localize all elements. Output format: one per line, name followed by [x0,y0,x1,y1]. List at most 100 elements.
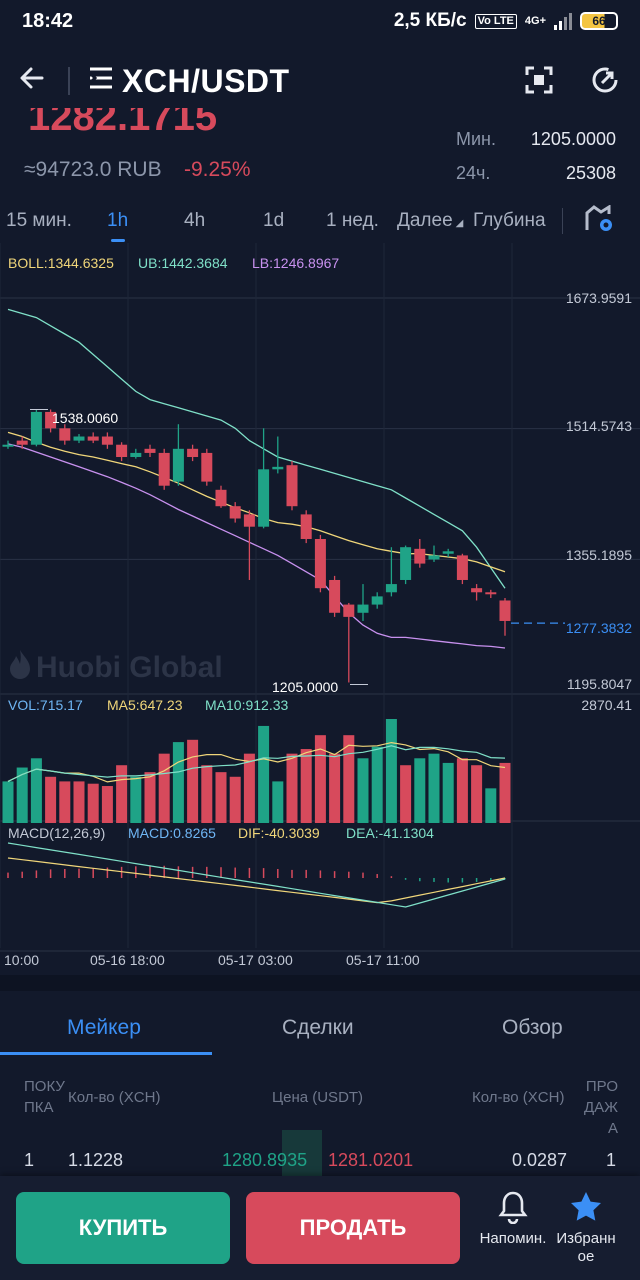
col-sell-header: ПРО ДАЖ А [583,1078,618,1137]
kline-chart[interactable] [0,243,640,975]
row-ask-price[interactable]: 1281.0201 [328,1150,414,1170]
volume-bar [258,725,270,823]
candle-body [30,411,42,445]
candle-body [158,452,170,486]
candle-body [400,547,412,580]
volume-bar [414,758,426,823]
tab-1h[interactable]: 1h [107,210,129,242]
volume-bar [30,758,42,823]
volume-bar [172,742,184,823]
volume-ma10-line [7,745,506,782]
price-axis-5: 1195.8047 [566,676,632,692]
stat-24h-value: 25308 [565,162,616,183]
price-change: -9.25% [184,158,251,181]
row-bid-price[interactable]: 1280.8935 [222,1150,308,1170]
volume-bar [73,781,85,823]
fullscreen-icon[interactable] [524,65,556,97]
candle-body [130,452,142,458]
high-marker: 1538.0060 [52,410,119,426]
volume-bar [187,739,199,823]
favorites-button[interactable]: Избранн ое [548,1190,624,1266]
candle-body [456,555,468,580]
candle-body [428,555,440,560]
row-qty-right: 0.0287 [512,1150,568,1170]
buy-button[interactable]: КУПИТЬ [16,1192,230,1264]
status-bar: 18:42 2,5 КБ/с Vo LTE 4G+ 66 [0,0,640,42]
volume-bar [314,735,326,823]
tab-overview[interactable]: Обзор [502,1016,563,1039]
bottom-tabs: Мейкер Сделки Обзор [0,992,640,1064]
volte-icon: Vo LTE [474,13,517,29]
section-divider [0,975,640,991]
volume-bar [499,762,511,823]
candle-body [45,411,57,429]
lb-label: LB:1246.8967 [252,255,340,271]
watermark: Huobi Global [8,648,223,688]
pair-title[interactable]: XCH/USDT [122,62,290,99]
volume-bar [243,753,255,823]
timeframe-divider [562,208,563,234]
candle-body [73,436,85,441]
row-index-left: 1 [24,1150,35,1170]
candle-body [300,514,312,539]
price-axis-1: 1673.9591 [565,290,632,306]
sell-button[interactable]: ПРОДАТЬ [246,1192,460,1264]
volume-bar [144,772,156,823]
huobi-flame-icon [8,648,32,688]
volume-bar [101,786,113,823]
back-arrow-icon[interactable] [18,62,58,101]
stat-min-label: Мин. [456,128,496,149]
x-label-3: 05-17 03:00 [218,952,293,968]
tab-1d[interactable]: 1d [263,210,285,231]
volume-axis-max: 2870.41 [581,697,632,713]
volume-bar [456,758,468,823]
stat-min: Мин. 1205.0000 [456,122,616,156]
tab-15min[interactable]: 15 мин. [6,210,72,231]
chart-settings-icon[interactable] [585,204,615,238]
header-actions [524,65,622,97]
remind-button[interactable]: Напомин. [473,1190,553,1248]
candle-body [286,465,298,507]
ticker-stats: Мин. 1205.0000 24ч. 25308 [456,122,616,190]
header-divider [68,67,70,95]
candle-body [471,588,483,593]
volume-bar [357,758,369,823]
status-right: 2,5 КБ/с Vo LTE 4G+ 66 [394,10,618,32]
tab-depth[interactable]: Глубина [473,210,546,231]
ub-label: UB:1442.3684 [138,255,228,271]
app-header: XCH/USDT [0,50,640,112]
volume-bar [300,749,312,823]
tab-more[interactable]: Далее ◢ [397,210,463,232]
boll-upper-line [7,308,506,589]
candle-body [101,436,113,445]
volume-bar [45,776,57,823]
star-icon [571,1192,601,1221]
candle-body [258,469,270,527]
candle-body [343,604,355,617]
volume-bar [428,753,440,823]
candle-body [442,551,454,554]
candle-body [357,604,369,613]
candle-body [243,514,255,527]
menu-list-icon[interactable] [88,66,114,97]
volume-bar [201,765,213,823]
tab-1week[interactable]: 1 нед. [326,210,379,231]
volume-bar [215,772,227,823]
status-time: 18:42 [22,9,74,32]
candle-body [229,506,241,519]
tab-trades[interactable]: Сделки [282,1016,354,1039]
refresh-share-icon[interactable] [590,65,622,97]
bid-depth-bar [282,1130,322,1176]
volume-bar [16,767,28,823]
col-qty-right-header: Кол-во (XCH) [472,1089,565,1106]
col-price-header: Цена (USDT) [272,1089,364,1106]
candle-body [87,436,99,441]
last-price: 1282.1715 [28,108,218,138]
tab-maker[interactable]: Мейкер [67,1016,141,1039]
candle-body [314,538,326,589]
volume-bar [286,753,298,823]
candle-body [215,489,227,507]
tab-4h[interactable]: 4h [184,210,206,231]
macd-name-label: MACD(12,26,9) [8,825,106,841]
candle-body [16,440,28,445]
